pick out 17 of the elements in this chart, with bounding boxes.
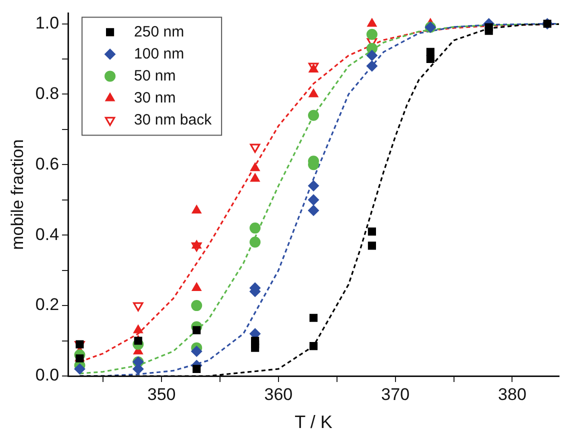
x-tick-label: 360 (264, 384, 293, 404)
x-tick-label: 350 (147, 384, 176, 404)
y-tick-label: 0.4 (35, 224, 60, 244)
y-tick-label: 0.0 (35, 366, 60, 385)
legend-label: 30 nm (134, 89, 176, 106)
legend-label: 100 nm (134, 45, 184, 62)
y-axis-title: mobile fraction (8, 139, 27, 250)
x-tick-label: 380 (498, 384, 526, 404)
x-tick-label: 370 (381, 384, 410, 404)
legend-label: 50 nm (134, 67, 176, 84)
y-tick-label: 0.8 (35, 84, 60, 103)
x-axis-title: T / K (294, 412, 332, 432)
y-tick-label: 1.0 (35, 13, 60, 32)
legend-label: 30 nm back (134, 111, 212, 128)
y-tick-label: 0.6 (35, 154, 60, 174)
legend-label: 250 nm (134, 23, 184, 40)
y-tick-label: 0.2 (35, 295, 60, 314)
